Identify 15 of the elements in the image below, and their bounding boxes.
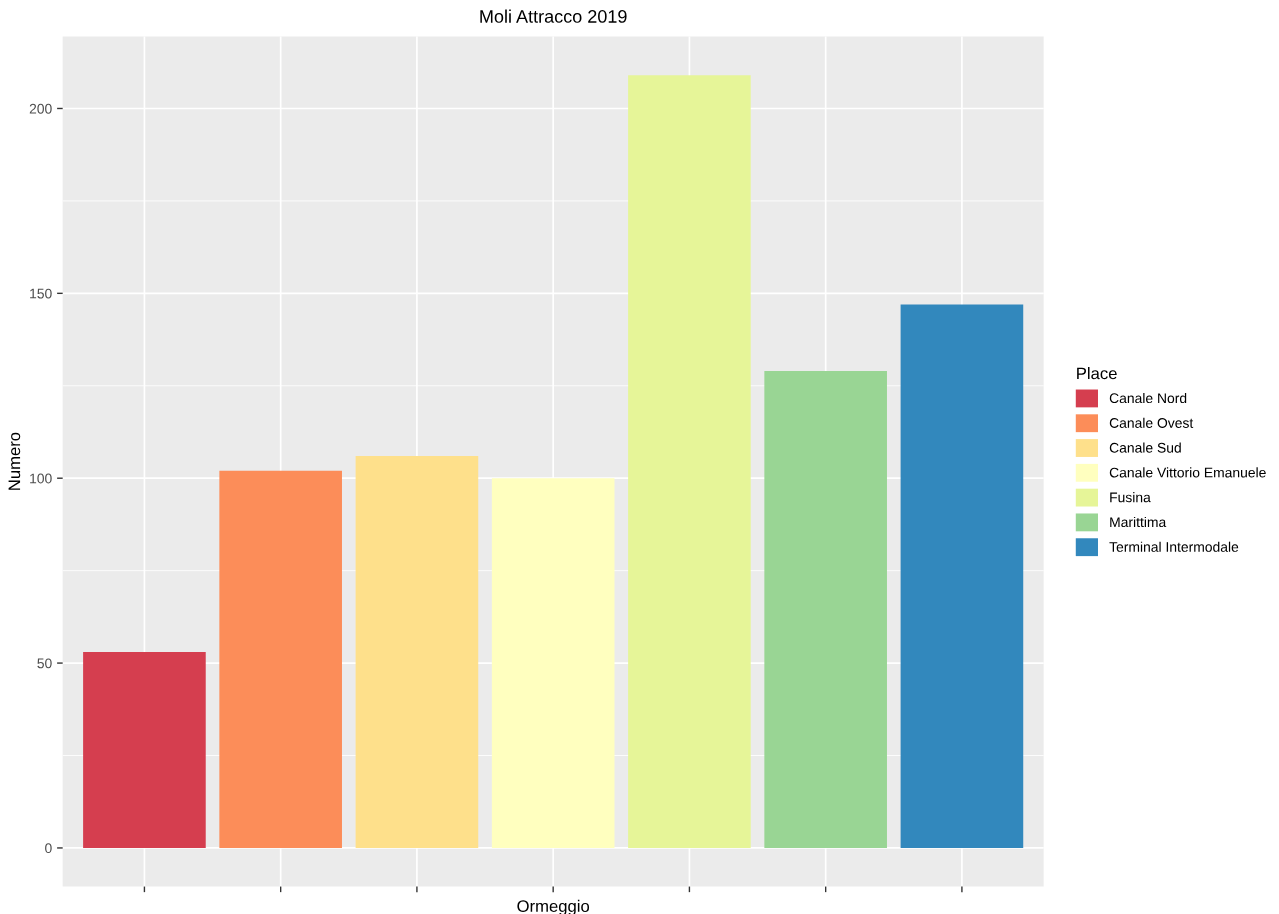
- legend-label: Canale Sud: [1109, 442, 1181, 453]
- y-axis-title: Numero: [8, 432, 21, 490]
- legend-label: Terminal Intermodale: [1109, 541, 1239, 552]
- y-tick-label: 50: [37, 658, 52, 669]
- legend-label: Marittima: [1110, 516, 1167, 528]
- y-tick-label: 0: [45, 843, 52, 854]
- legend-label: Canale Ovest: [1109, 417, 1194, 428]
- legend-label: Fusina: [1110, 492, 1151, 503]
- y-tick-label: 200: [29, 103, 52, 114]
- legend-label: Canale Nord: [1109, 392, 1187, 404]
- y-tick-label: 150: [30, 288, 52, 299]
- chart-title: Moli Attracco 2019: [480, 9, 627, 23]
- legend-label: Canale Vittorio Emanuele: [1109, 467, 1266, 478]
- legend-title: Place: [1077, 367, 1117, 380]
- y-tick-label: 100: [30, 473, 52, 484]
